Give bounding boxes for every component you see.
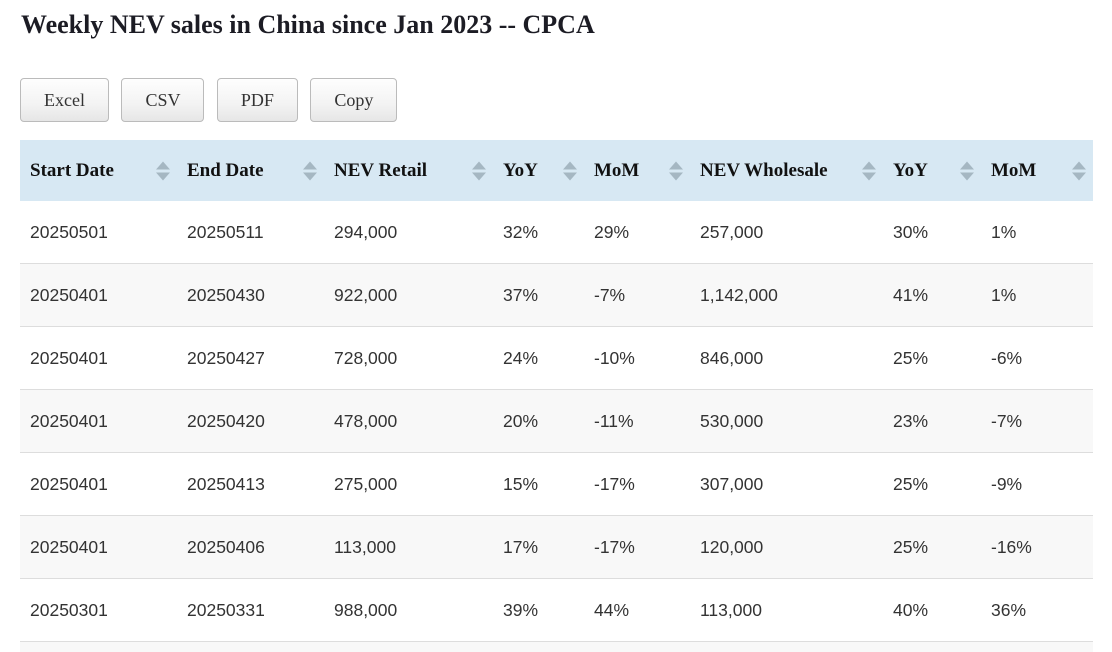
cell-nev-wholesale: 113,000 <box>690 578 883 642</box>
column-header-label: MoM <box>991 160 1037 181</box>
cell-wholesale-mom: -9% <box>981 452 1093 516</box>
column-header-label: NEV Retail <box>334 160 428 181</box>
sort-arrows-icon <box>472 161 486 180</box>
column-header-start-date[interactable]: Start Date <box>20 140 177 201</box>
cell-nev-wholesale: 307,000 <box>690 452 883 516</box>
cell-wholesale-mom: -6% <box>981 326 1093 390</box>
cell-end-date: 20250420 <box>177 389 324 453</box>
cell-nev-wholesale: 1,142,000 <box>690 263 883 327</box>
cell-end-date: 20250406 <box>177 515 324 579</box>
table-row: 20250301 20250331 988,000 39% 44% 113,00… <box>20 578 1093 642</box>
sort-arrows-icon <box>669 161 683 180</box>
column-header-wholesale-mom[interactable]: MoM <box>981 140 1093 201</box>
column-header-retail-mom[interactable]: MoM <box>584 140 690 201</box>
cell-start-date: 20250301 <box>20 578 177 642</box>
table-body: 20250501 20250511 294,000 32% 29% 257,00… <box>20 201 1093 642</box>
cell-start-date: 20250401 <box>20 326 177 390</box>
cell-nev-retail: 988,000 <box>324 578 493 642</box>
column-header-label: MoM <box>594 160 640 181</box>
sort-arrows-icon <box>156 161 170 180</box>
cell-wholesale-yoy: 25% <box>883 452 981 516</box>
cell-nev-wholesale: 120,000 <box>690 515 883 579</box>
cell-wholesale-mom: 1% <box>981 201 1093 264</box>
table-row: 20250401 20250413 275,000 15% -17% 307,0… <box>20 452 1093 516</box>
cell-wholesale-yoy: 30% <box>883 201 981 264</box>
cell-nev-retail: 728,000 <box>324 326 493 390</box>
csv-export-button[interactable]: CSV <box>121 78 205 122</box>
cell-nev-wholesale: 846,000 <box>690 326 883 390</box>
partially-visible-next-row <box>20 642 1093 652</box>
cell-wholesale-yoy: 41% <box>883 263 981 327</box>
cell-retail-yoy: 20% <box>493 389 584 453</box>
cell-nev-retail: 294,000 <box>324 201 493 264</box>
column-header-label: NEV Wholesale <box>700 160 828 181</box>
cell-retail-yoy: 15% <box>493 452 584 516</box>
table-row: 20250401 20250427 728,000 24% -10% 846,0… <box>20 326 1093 390</box>
sort-arrows-icon <box>563 161 577 180</box>
cell-nev-retail: 113,000 <box>324 515 493 579</box>
cell-retail-mom: -17% <box>584 515 690 579</box>
sort-arrows-icon <box>960 161 974 180</box>
table-row: 20250401 20250430 922,000 37% -7% 1,142,… <box>20 263 1093 327</box>
cell-retail-yoy: 32% <box>493 201 584 264</box>
export-toolbar: Excel CSV PDF Copy <box>20 78 1092 122</box>
cell-start-date: 20250401 <box>20 452 177 516</box>
cell-nev-wholesale: 257,000 <box>690 201 883 264</box>
cell-end-date: 20250430 <box>177 263 324 327</box>
cell-end-date: 20250511 <box>177 201 324 264</box>
cell-wholesale-yoy: 25% <box>883 326 981 390</box>
cell-retail-mom: 29% <box>584 201 690 264</box>
pdf-export-button[interactable]: PDF <box>216 78 298 122</box>
cell-end-date: 20250427 <box>177 326 324 390</box>
cell-end-date: 20250413 <box>177 452 324 516</box>
page-title: Weekly NEV sales in China since Jan 2023… <box>21 10 595 39</box>
cell-retail-yoy: 37% <box>493 263 584 327</box>
column-header-wholesale-yoy[interactable]: YoY <box>883 140 981 201</box>
cell-retail-mom: -10% <box>584 326 690 390</box>
cell-start-date: 20250401 <box>20 263 177 327</box>
sort-arrows-icon <box>303 161 317 180</box>
nev-sales-table: Start Date End Date NEV Retail YoY MoM N… <box>20 140 1093 642</box>
cell-retail-yoy: 17% <box>493 515 584 579</box>
cell-retail-mom: 44% <box>584 578 690 642</box>
sort-arrows-icon <box>1072 161 1086 180</box>
cell-nev-retail: 922,000 <box>324 263 493 327</box>
cell-retail-yoy: 24% <box>493 326 584 390</box>
cell-retail-mom: -7% <box>584 263 690 327</box>
table-row: 20250401 20250420 478,000 20% -11% 530,0… <box>20 389 1093 453</box>
table-header: Start Date End Date NEV Retail YoY MoM N… <box>20 140 1093 201</box>
sort-arrows-icon <box>862 161 876 180</box>
cell-wholesale-yoy: 40% <box>883 578 981 642</box>
column-header-end-date[interactable]: End Date <box>177 140 324 201</box>
column-header-retail-yoy[interactable]: YoY <box>493 140 584 201</box>
cell-retail-mom: -11% <box>584 389 690 453</box>
column-header-nev-wholesale[interactable]: NEV Wholesale <box>690 140 883 201</box>
column-header-label: Start Date <box>30 160 114 181</box>
cell-wholesale-mom: -7% <box>981 389 1093 453</box>
cell-nev-retail: 478,000 <box>324 389 493 453</box>
column-header-label: YoY <box>893 160 928 181</box>
cell-nev-retail: 275,000 <box>324 452 493 516</box>
cell-start-date: 20250401 <box>20 389 177 453</box>
cell-retail-mom: -17% <box>584 452 690 516</box>
column-header-nev-retail[interactable]: NEV Retail <box>324 140 493 201</box>
copy-export-button[interactable]: Copy <box>310 78 398 122</box>
cell-nev-wholesale: 530,000 <box>690 389 883 453</box>
table-row: 20250401 20250406 113,000 17% -17% 120,0… <box>20 515 1093 579</box>
excel-export-button[interactable]: Excel <box>20 78 109 122</box>
cell-start-date: 20250401 <box>20 515 177 579</box>
column-header-label: End Date <box>187 160 264 181</box>
header-row: Start Date End Date NEV Retail YoY MoM N… <box>20 140 1093 201</box>
table-row: 20250501 20250511 294,000 32% 29% 257,00… <box>20 201 1093 264</box>
cell-wholesale-yoy: 23% <box>883 389 981 453</box>
cell-end-date: 20250331 <box>177 578 324 642</box>
cell-wholesale-mom: -16% <box>981 515 1093 579</box>
cell-retail-yoy: 39% <box>493 578 584 642</box>
cell-wholesale-mom: 36% <box>981 578 1093 642</box>
page-container: Weekly NEV sales in China since Jan 2023… <box>0 9 1112 652</box>
cell-wholesale-yoy: 25% <box>883 515 981 579</box>
cell-start-date: 20250501 <box>20 201 177 264</box>
cell-wholesale-mom: 1% <box>981 263 1093 327</box>
column-header-label: YoY <box>503 160 538 181</box>
